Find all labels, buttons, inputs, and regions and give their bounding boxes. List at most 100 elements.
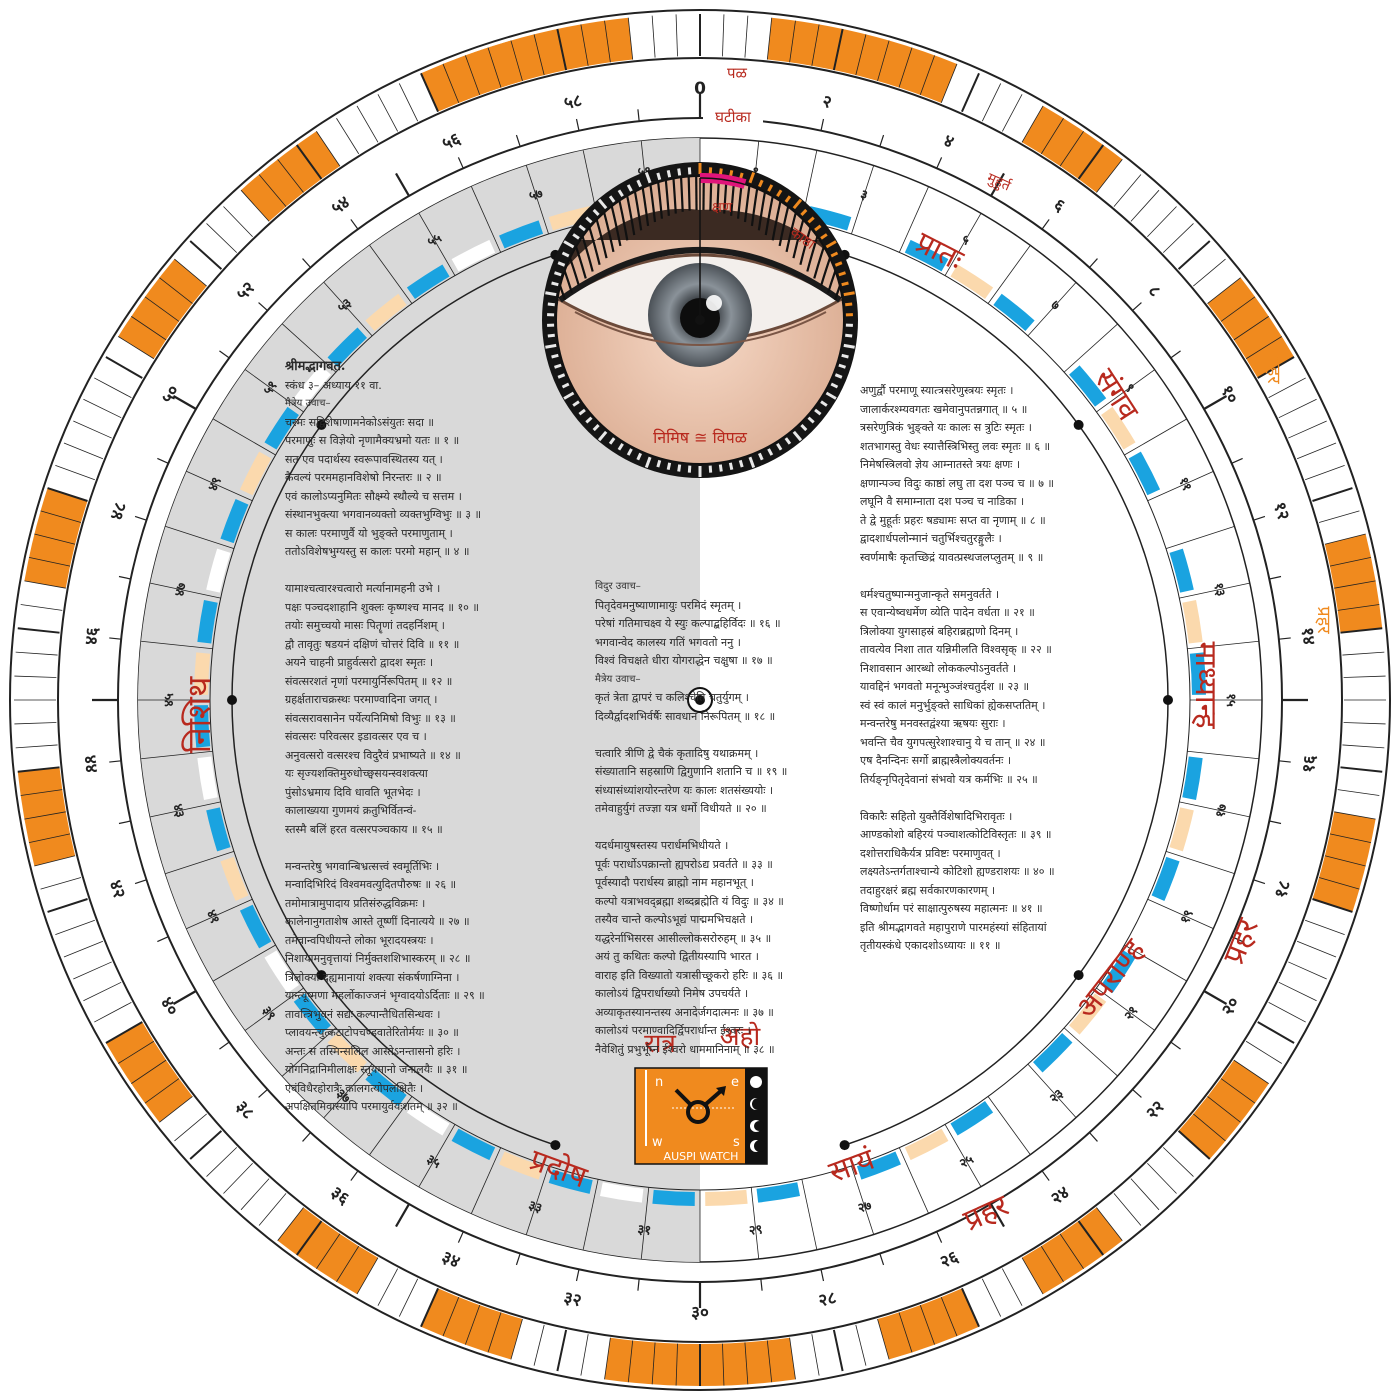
outer-tick: [83, 981, 122, 1002]
text-line: वाराह इति विख्यातो यत्रासीच्छूकरो हरिः ॥…: [595, 968, 784, 982]
outer-tick: [1040, 118, 1064, 155]
ghatika-block: [1169, 548, 1194, 593]
ghatika-block: [856, 220, 901, 249]
ghatika-number: ४१: [203, 908, 222, 926]
pal-tick: [109, 760, 122, 763]
text-line: तदाहुरक्षरं ब्रह्म सर्वकारणकारणम् ।: [860, 883, 996, 897]
eyelash: [647, 176, 657, 223]
outer-tick: [1059, 131, 1084, 167]
ghatika-number: ५७: [527, 186, 545, 205]
ghatika-divider: [245, 369, 304, 413]
pal-number: १८: [1271, 878, 1296, 901]
eye-tick: [551, 281, 559, 287]
text-line: अणुर्द्वौ परमाणू स्यात्त्रसरेणुस्त्रयः स…: [860, 384, 1014, 397]
ghatika-block: [548, 1169, 593, 1194]
outer-tick: [63, 442, 104, 460]
pal-number: ४८: [107, 500, 132, 523]
segment-marker: [839, 1140, 850, 1151]
ghatika-divider: [150, 801, 221, 818]
outer-tick: [940, 63, 958, 104]
text-line: तिर्यङ्नृपितृदेवानां संभवो यत्र कर्मभिः …: [860, 772, 1038, 786]
outer-tick: [510, 40, 523, 82]
outer-tick: [118, 336, 155, 360]
outer-tick: [832, 1329, 844, 1372]
outer-tick: [1193, 1113, 1226, 1142]
ghatika-block: [1033, 327, 1073, 367]
outer-tick: [898, 1312, 913, 1353]
outer-tick: [580, 24, 589, 66]
ghatika-block: [1189, 652, 1206, 695]
text-line: स कालः परमाणुर्वै यो भुङ्क्ते परमाणुताम्…: [285, 526, 453, 540]
eye-tick: [666, 170, 672, 178]
outer-tick: [24, 811, 66, 820]
eyelash: [663, 176, 670, 216]
eye-tick: [767, 184, 774, 192]
outer-tick: [1305, 464, 1345, 481]
outer-tick: [1177, 240, 1211, 270]
outer-orange-block: [1312, 811, 1376, 912]
outer-tick: [105, 1021, 143, 1044]
text-line: एवंविधैरहोरात्रैः कालगत्योपलक्षितैः ।: [285, 1081, 424, 1095]
outer-orange-block: [17, 767, 76, 866]
eye-tick: [830, 251, 839, 258]
pal-tick: [1269, 575, 1282, 580]
text-line: [860, 567, 1055, 586]
outer-tick: [464, 1305, 481, 1345]
eye-tick: [677, 168, 682, 176]
ghatika-number: १९: [1178, 908, 1197, 926]
ghatika-block: [993, 293, 1035, 331]
text-line: आण्डकोशो बहिरयं पञ्चाशत्कोटिविस्तृतः ॥ ३…: [860, 828, 1052, 841]
text-line: दिव्यैर्द्वादशभिर्वर्षैः सावधानं निरूपित…: [595, 709, 776, 723]
pal-number: २: [821, 92, 834, 113]
text-line: इति श्रीमद्भागवते महापुराणे पारमहंस्यां …: [860, 920, 1047, 934]
ghatika-block: [206, 548, 231, 593]
pal-tick: [219, 350, 230, 359]
eye-tick: [748, 456, 756, 469]
outer-tick: [40, 510, 82, 523]
ghatika-block: [1101, 950, 1136, 994]
target-icon: [687, 687, 713, 713]
eye-tick: [617, 443, 624, 451]
ghatika-divider: [1124, 418, 1187, 456]
eye-tick: [776, 443, 783, 451]
outer-tick: [40, 877, 82, 890]
pal-number: १६: [1299, 754, 1321, 774]
text-line: अनुवत्सरो वत्सरश्च विदुरैवं प्रभाष्यते ॥…: [285, 748, 461, 762]
eye-tick: [748, 171, 756, 184]
ghatika-block: [993, 1069, 1035, 1107]
outer-tick: [295, 1220, 323, 1256]
eye-tick: [644, 456, 652, 469]
eye-tick: [807, 216, 815, 224]
ghatika-block: [807, 206, 852, 231]
ghatika-divider: [987, 245, 1031, 304]
text-line: निमेषस्त्रिलवो ज्ञेय आम्नातस्ते त्रयः क्…: [860, 458, 1021, 471]
ghatika-block: [327, 327, 367, 367]
outer-orange-block: [105, 1022, 193, 1123]
outer-tick: [1324, 855, 1366, 867]
outer-tick: [105, 356, 143, 379]
logo-text: AUSPI WATCH: [664, 1150, 739, 1163]
outer-tick: [766, 17, 773, 60]
outer-tick: [1147, 1162, 1177, 1194]
text-line: यः सृज्यशक्तिमुरुधोच्छ्वसयन्स्वशक्त्या: [285, 767, 428, 780]
eye-tick: [563, 391, 575, 400]
eye-tick: [784, 437, 792, 445]
outer-tick: [1113, 1193, 1142, 1226]
text-line: [285, 562, 485, 581]
eyelash: [694, 176, 698, 211]
text-line: [285, 839, 485, 858]
ghatika-divider: [186, 898, 253, 929]
pal-number: ३२: [562, 1288, 583, 1311]
outer-tick: [1342, 744, 1385, 749]
outer-tick: [1268, 1001, 1306, 1023]
outer-tick: [131, 316, 167, 341]
outer-tick: [34, 855, 76, 867]
outer-tick: [1113, 174, 1142, 207]
outer-tick: [223, 206, 253, 238]
outer-tick: [73, 961, 112, 980]
outer-tick: [898, 47, 913, 88]
pal-tick: [118, 575, 131, 580]
ghatika-block: [1128, 904, 1161, 949]
pal-tick: [990, 1203, 1005, 1228]
ghatika-number: ३१: [637, 1222, 652, 1238]
